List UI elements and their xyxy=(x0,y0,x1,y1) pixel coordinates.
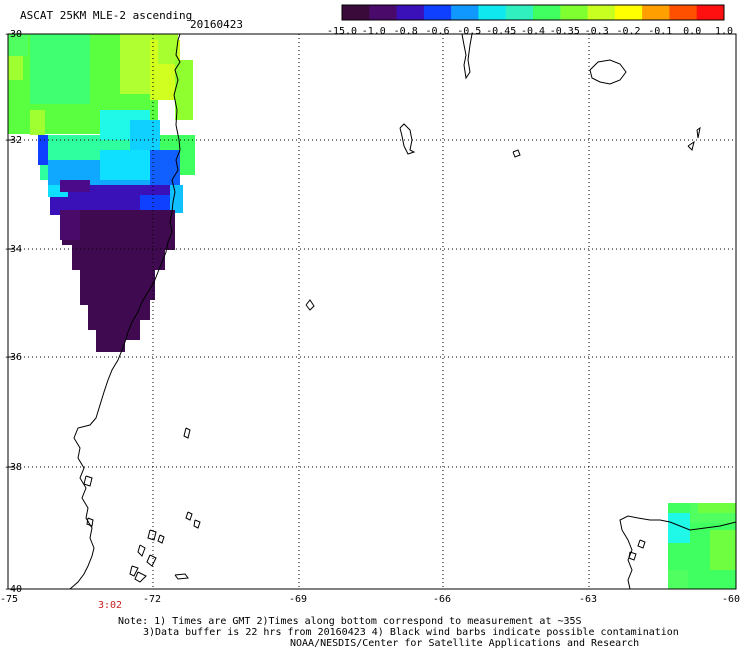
data-swath-north xyxy=(8,34,195,225)
coastline xyxy=(69,33,737,590)
colorbar-swatch xyxy=(533,5,561,20)
lat-label: -38 xyxy=(4,462,22,473)
colorbar-label: -0.45 xyxy=(486,26,516,37)
note-line-3: NOAA/NESDIS/Center for Satellite Applica… xyxy=(290,638,640,649)
lon-label: -63 xyxy=(579,594,597,605)
colorbar-label: -0.5 xyxy=(457,26,481,37)
colorbar-swatch xyxy=(369,5,398,20)
lon-label: -69 xyxy=(289,594,307,605)
data-swath-south xyxy=(60,210,175,352)
lat-label: -36 xyxy=(4,352,22,363)
colorbar-label: -0.4 xyxy=(521,26,545,37)
data-swath-southeast xyxy=(668,503,736,589)
lat-label: -32 xyxy=(4,135,22,146)
lon-label: -66 xyxy=(433,594,451,605)
colorbar-swatch xyxy=(642,5,670,20)
colorbar xyxy=(341,4,725,21)
colorbar-labels: -15.0 -1.0 -0.8 -0.6 -0.5 -0.45 -0.4 -0.35 -0.3-… xyxy=(327,26,733,37)
longitude-labels: -75 -72 -69 -66 -63 -60 xyxy=(0,594,740,605)
colorbar-swatch xyxy=(396,5,425,20)
lon-label: -72 xyxy=(143,594,161,605)
colorbar-label: -1.0 xyxy=(362,26,386,37)
lon-label: -60 xyxy=(722,594,740,605)
colorbar-label: 1.0 xyxy=(715,26,733,37)
colorbar-swatch xyxy=(478,5,507,20)
colorbar-label: -0.2 xyxy=(616,26,640,37)
colorbar-label: 0.0 xyxy=(683,26,701,37)
colorbar-label: -0.35 xyxy=(550,26,580,37)
colorbar-swatch xyxy=(505,5,534,20)
lat-label: -30 xyxy=(4,29,22,40)
colorbar-swatch xyxy=(423,5,452,20)
map-date: 20160423 xyxy=(190,18,243,31)
colorbar-swatch xyxy=(342,5,370,20)
lat-label: -40 xyxy=(4,584,22,595)
colorbar-label: -0.6 xyxy=(425,26,449,37)
colorbar-swatch xyxy=(614,5,643,20)
tick-marks xyxy=(8,33,14,590)
colorbar-swatch xyxy=(696,5,725,20)
colorbar-swatch xyxy=(451,5,479,20)
colorbar-border xyxy=(341,4,725,21)
pass-time-label: 3:02 xyxy=(98,600,123,611)
latitude-labels: -30 -32 -34 -36 -38 -40 xyxy=(4,29,22,595)
map-title: ASCAT 25KM MLE-2 ascending xyxy=(20,9,193,22)
colorbar-swatch xyxy=(560,5,589,20)
colorbar-label: -15.0 xyxy=(327,26,357,37)
note-line-1: Note: 1) Times are GMT 2)Times along bot… xyxy=(118,616,582,627)
colorbar-label: -0.8 xyxy=(394,26,418,37)
lat-label: -34 xyxy=(4,244,22,255)
gridlines xyxy=(8,34,736,589)
map-border xyxy=(7,33,737,590)
colorbar-swatch xyxy=(669,5,698,20)
lon-label: -75 xyxy=(0,594,18,605)
colorbar-label: -0.3 xyxy=(585,26,609,37)
colorbar-swatch xyxy=(587,5,616,20)
colorbar-label: -0.1 xyxy=(648,26,672,37)
note-line-2: 3)Data buffer is 22 hrs from 20160423 4)… xyxy=(143,627,679,638)
